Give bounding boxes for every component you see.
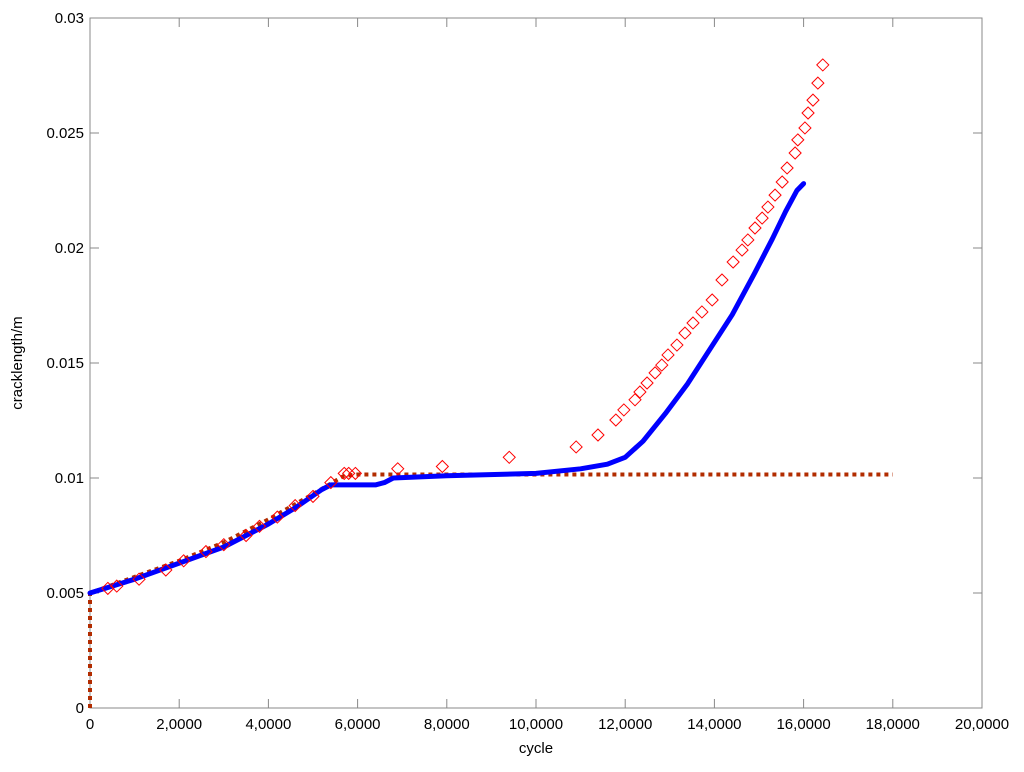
x-tick-label: 20,0000 [955,716,1009,733]
data-point-diamond [633,385,647,399]
data-point-diamond [435,459,450,474]
data-point-diamond [324,475,338,490]
data-point-diamond [288,498,302,513]
data-point-diamond [715,273,729,287]
y-axis-label: cracklength/m [9,316,26,409]
y-tick-label: 0 [76,700,84,717]
data-point-diamond [791,133,805,147]
data-point-diamond [640,376,654,390]
data-point-diamond [628,393,642,407]
data-point-diamond [661,348,675,362]
data-point-diamond [341,466,356,481]
data-point-diamond [755,211,769,225]
data-point-diamond [391,462,405,476]
x-tick-label: 2,0000 [156,716,202,733]
data-point-diamond [270,510,285,524]
y-tick-label: 0.015 [46,355,84,372]
data-point-diamond [337,466,351,481]
data-point-diamond [252,519,267,534]
data-point-diamond [132,572,146,586]
data-point-diamond [199,544,213,559]
data-point-diamond [609,413,623,427]
plot-area [89,17,983,709]
data-point-diamond [798,121,812,135]
data-point-diamond [788,146,802,160]
y-tick-label: 0.02 [55,240,84,257]
data-point-diamond [348,466,363,481]
data-point-diamond [775,175,789,189]
data-point-diamond [176,554,191,568]
data-point-diamond [648,366,662,380]
data-point-diamond [306,489,320,504]
data-point-diamond [695,305,709,319]
blue-prediction-line [87,181,807,596]
data-point-diamond [761,200,775,214]
data-point-diamond [705,293,719,307]
data-point-diamond [217,537,231,552]
data-point-diamond [110,579,124,593]
data-point-diamond [617,403,631,417]
data-point-diamond [801,106,815,120]
x-tick-label: 8,0000 [424,716,470,733]
x-tick-label: 14,0000 [687,716,741,733]
data-point-diamond [806,93,820,107]
series-blue-prediction [87,181,807,596]
x-tick-label: 16,0000 [776,716,830,733]
x-tick-label: 0 [86,716,94,733]
data-point-diamond [780,161,794,175]
data-point-diamond [748,221,762,235]
x-axis-label: cycle [519,740,553,757]
data-point-diamond [159,563,173,577]
data-point-diamond [811,76,825,90]
data-point-diamond [816,58,830,72]
y-tick-label: 0.01 [55,470,84,487]
data-point-diamond [655,358,669,372]
data-point-diamond [101,581,115,596]
data-point-diamond [686,316,700,330]
data-point-diamond [726,255,740,269]
y-tick-label: 0.03 [55,10,84,27]
series-red-measured [101,58,830,596]
y-tick-label: 0.005 [46,585,84,602]
x-tick-label: 10,0000 [509,716,563,733]
data-point-diamond [768,188,782,202]
data-point-diamond [670,338,684,352]
data-point-diamond [569,440,583,454]
data-point-diamond [591,428,605,442]
data-point-diamond [741,233,755,247]
data-point-diamond [735,243,749,257]
x-tick-label: 12,0000 [598,716,652,733]
y-tick-label: 0.025 [46,125,84,142]
data-point-diamond [239,528,253,543]
x-tick-label: 4,0000 [245,716,291,733]
x-tick-label: 6,0000 [335,716,381,733]
data-point-diamond [502,450,516,465]
data-point-diamond [678,326,692,340]
x-tick-label: 18,0000 [866,716,920,733]
